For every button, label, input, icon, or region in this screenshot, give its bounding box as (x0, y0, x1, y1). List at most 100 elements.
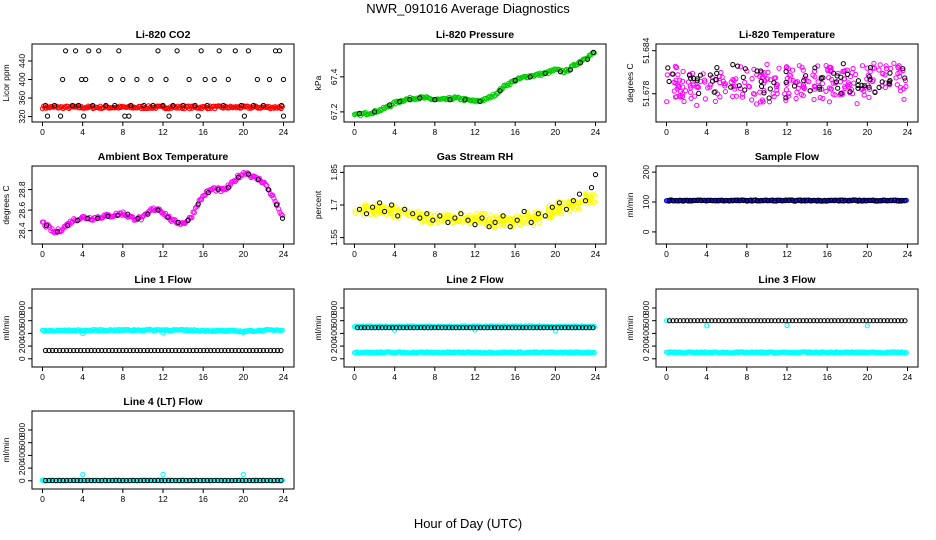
data-point (820, 95, 826, 102)
y-tick-label: 100 (641, 195, 651, 209)
x-tick-label: 20 (551, 127, 561, 137)
data-point (274, 477, 281, 484)
y-tick-label: 600 (329, 313, 339, 327)
data-point (675, 72, 681, 78)
data-point (821, 197, 827, 204)
data-point (390, 325, 396, 331)
data-point (232, 477, 238, 484)
data-point (397, 98, 403, 105)
x-tick-label: 12 (158, 372, 168, 382)
data-point (545, 207, 552, 213)
data-point (775, 197, 782, 204)
data-point (224, 327, 230, 333)
data-point (135, 215, 141, 221)
data-point (586, 197, 592, 203)
data-point (222, 347, 228, 354)
data-point (187, 347, 193, 354)
y-tick-label: 360 (17, 91, 27, 105)
data-point (274, 201, 281, 207)
x-tick-label: 16 (822, 372, 832, 382)
data-point (585, 349, 591, 355)
data-point (468, 215, 474, 221)
data-point (680, 78, 686, 84)
data-point (513, 325, 519, 331)
data-point (209, 328, 215, 334)
data-point (877, 197, 884, 204)
x-tick-label: 8 (432, 372, 437, 382)
data-point (125, 211, 131, 217)
y-tick-label: 51.684 (641, 37, 651, 63)
data-point (707, 72, 713, 78)
x-tick-label: 4 (80, 127, 85, 137)
data-point (175, 219, 181, 225)
data-point (481, 325, 487, 331)
data-point (407, 97, 413, 103)
data-point (118, 104, 124, 111)
page-title: NWR_091016 Average Diagnostics (366, 1, 570, 16)
data-point (749, 97, 755, 103)
data-point (765, 197, 771, 204)
data-point (76, 102, 82, 109)
data-point (141, 347, 147, 354)
x-tick-label: 12 (470, 127, 480, 137)
data-point (74, 477, 80, 484)
data-point (51, 230, 58, 236)
data-point (702, 96, 709, 102)
data-point (78, 347, 84, 354)
data-point (279, 103, 285, 110)
data-point (726, 318, 732, 324)
x-tick-label: 4 (704, 249, 709, 259)
data-point (812, 65, 818, 71)
data-point (876, 67, 882, 73)
data-point (446, 325, 452, 331)
data-point (738, 64, 744, 70)
data-point (169, 347, 175, 354)
x-tick-label: 8 (432, 127, 437, 137)
chart-title: Line 1 Flow (134, 274, 192, 286)
data-point (666, 78, 672, 85)
y-tick-label: 800 (17, 423, 27, 437)
data-point (832, 318, 838, 324)
data-point (840, 61, 846, 67)
data-point (569, 325, 575, 331)
data-point (162, 477, 168, 484)
data-point (172, 217, 178, 223)
data-point (687, 89, 694, 95)
data-point (352, 208, 358, 214)
y-tick-label: 200 (17, 461, 27, 475)
data-point (509, 325, 515, 331)
data-point (165, 347, 172, 354)
data-point (758, 318, 764, 324)
chart-line4-flow: Line 4 (LT) Flow ml/min 0 4 8 12 16 20 24 0 200400… (1, 396, 295, 504)
data-point (861, 92, 867, 98)
data-point (435, 325, 441, 331)
data-point (566, 202, 572, 208)
data-point (759, 350, 765, 356)
data-point (197, 477, 203, 484)
data-point (894, 82, 901, 88)
data-point (712, 98, 719, 105)
data-point (387, 102, 393, 108)
data-point (761, 197, 768, 204)
data-point (197, 104, 203, 110)
data-point (770, 91, 776, 97)
chart-gas-stream-rh: Gas Stream RH percent 0 4 8 12 16 20 24 1.55 1.7 1.… (313, 151, 607, 259)
data-point (79, 76, 85, 83)
data-point (681, 197, 687, 204)
data-point (386, 325, 392, 331)
data-point (839, 318, 845, 324)
data-point (754, 101, 760, 107)
data-point (354, 325, 361, 331)
data-point (588, 185, 595, 191)
data-point (707, 82, 714, 88)
x-tick-label: 4 (392, 249, 397, 259)
x-tick-label: 0 (664, 127, 669, 137)
data-point (499, 325, 505, 331)
data-point (220, 102, 226, 109)
data-point (250, 347, 256, 354)
data-point (893, 75, 899, 81)
data-point (361, 325, 368, 331)
data-point (425, 325, 431, 331)
data-point (847, 89, 853, 95)
data-point (688, 197, 694, 204)
